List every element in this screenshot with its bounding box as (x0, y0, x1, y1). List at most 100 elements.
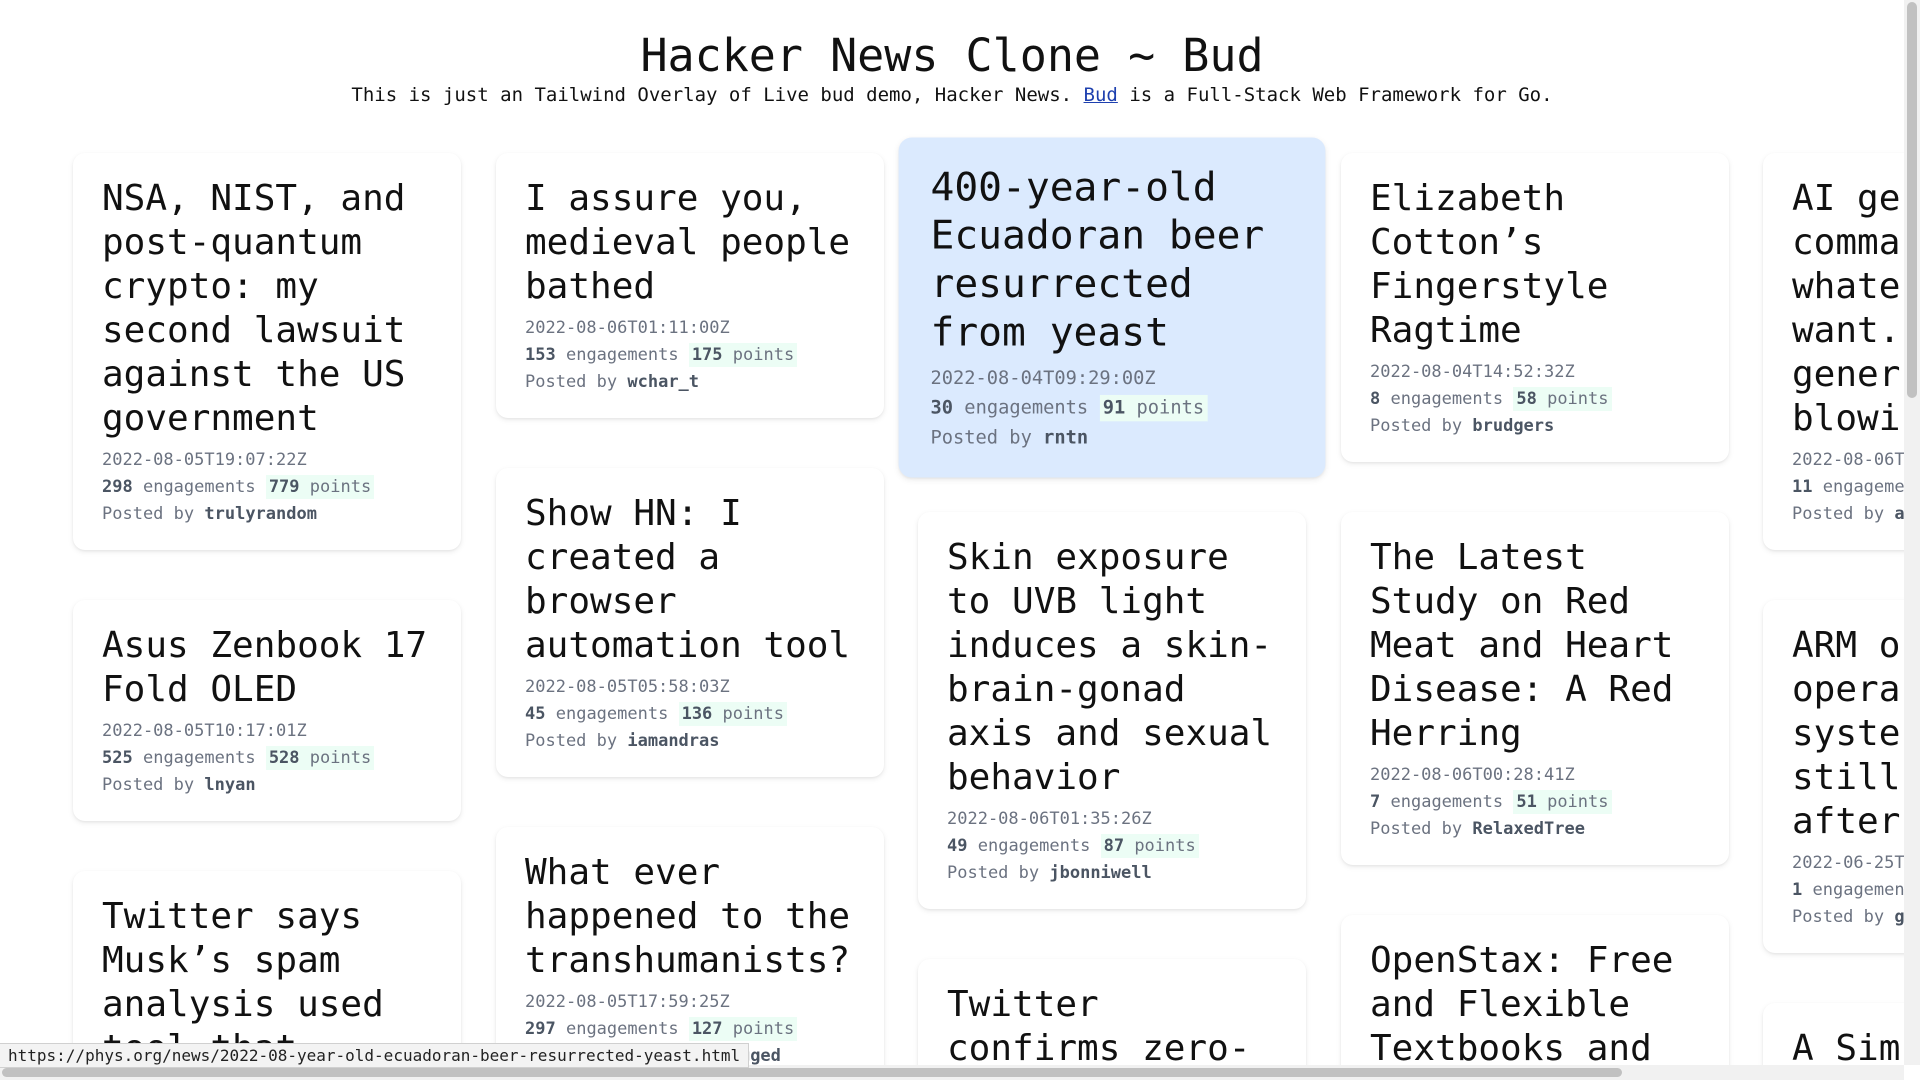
points-count: 87 (1103, 836, 1125, 856)
points-label: points (1134, 836, 1196, 856)
story-stats: 11 engagements (1792, 474, 1920, 501)
story-card[interactable]: The Latest Study on Red Meat and Heart D… (1341, 512, 1729, 865)
engagement-count: 525 (102, 748, 133, 768)
horizontal-scrollbar[interactable] (0, 1065, 1904, 1080)
status-bar: https://phys.org/news/2022-08-year-old-e… (0, 1043, 750, 1068)
story-date: 2022-08-06T01:11:00Z (525, 318, 730, 338)
story-card[interactable]: Show HN: I created a browser automation … (496, 468, 884, 777)
points-count: 58 (1516, 389, 1537, 409)
story-title[interactable]: 400-year-old Ecuadoran beer resurrected … (930, 165, 1265, 356)
story-title[interactable]: OpenStax: Free and Flexible Textbooks an… (1370, 940, 1674, 1069)
story-title[interactable]: NSA, NIST, and post-quantum crypto: my s… (102, 178, 406, 439)
points-label: points (1136, 397, 1205, 420)
story-stats: 7 engagements 51 points (1370, 789, 1700, 816)
points-chip: 87 points (1100, 834, 1199, 858)
points-chip: 779 points (265, 475, 375, 499)
scroll-thumb[interactable] (2, 1068, 1622, 1077)
points-count: 175 (691, 345, 723, 365)
posted-by-label: Posted by (1792, 907, 1885, 927)
engagement-label: engagements (977, 836, 1091, 856)
points-label: points (1547, 792, 1609, 812)
author-name: wchar_t (627, 372, 700, 392)
story-card[interactable]: Skin exposure to UVB light induces a ski… (918, 512, 1306, 909)
engagement-count: 49 (947, 836, 968, 856)
story-title[interactable]: Twitter says Musk’s spam analysis used t… (102, 896, 384, 1069)
engagement-label: engagements (555, 704, 669, 724)
card-column: AI ge comma whate want. gener blowi 2022-… (1763, 153, 1920, 1080)
author-name: lnyan (204, 775, 256, 795)
engagement-label: engagements (1812, 880, 1920, 900)
posted-by-label: Posted by (1792, 504, 1885, 524)
author-name: trulyrandom (204, 504, 317, 524)
story-card[interactable]: Asus Zenbook 17 Fold OLED 2022-08-05T10:1… (73, 600, 461, 821)
author-name: RelaxedTree (1472, 819, 1585, 839)
bud-link[interactable]: Bud (1083, 84, 1118, 106)
points-chip: 91 points (1099, 394, 1208, 422)
author-name: a (1894, 504, 1905, 524)
story-title[interactable]: AI ge comma whate want. gener blowi (1792, 178, 1901, 439)
story-title[interactable]: The Latest Study on Red Meat and Heart D… (1370, 537, 1674, 754)
story-title[interactable]: What ever happened to the transhumanists… (525, 852, 851, 981)
points-label: points (722, 704, 784, 724)
story-card[interactable]: Twitter confirms zero- (918, 959, 1306, 1080)
story-author: Posted by rntn (931, 424, 1294, 454)
story-title[interactable]: Show HN: I created a browser automation … (525, 493, 851, 666)
points-count: 91 (1102, 397, 1126, 420)
story-card[interactable]: I assure you, medieval people bathed 2022… (496, 153, 884, 418)
story-date: 2022-08-05T19:07:22Z (102, 450, 307, 470)
story-title[interactable]: Elizabeth Cotton’s Fingerstyle Ragtime (1370, 178, 1609, 351)
engagement-label: engagements (142, 477, 256, 497)
points-label: points (1547, 389, 1609, 409)
points-count: 528 (268, 748, 300, 768)
page-title: Hacker News Clone ~ Bud (640, 29, 1264, 82)
story-date: 2022-08-04T09:29:00Z (930, 367, 1156, 390)
author-name: brudgers (1472, 416, 1555, 436)
story-author: Posted by brudgers (1370, 413, 1700, 440)
story-title[interactable]: I assure you, medieval people bathed (525, 178, 851, 307)
story-title[interactable]: Asus Zenbook 17 Fold OLED (102, 625, 428, 710)
engagement-count: 153 (525, 345, 556, 365)
posted-by-label: Posted by (930, 426, 1032, 449)
story-stats: 8 engagements 58 points (1370, 386, 1700, 413)
story-date: 2022-08-06T01:35:26Z (947, 809, 1152, 829)
story-title[interactable]: Skin exposure to UVB light induces a ski… (947, 537, 1273, 798)
subtitle-text: This is just an Tailwind Overlay of Live… (351, 84, 1073, 106)
story-card[interactable]: AI ge comma whate want. gener blowi 2022-… (1763, 153, 1920, 550)
points-chip: 175 points (688, 343, 798, 367)
story-author: Posted by a (1792, 501, 1920, 528)
story-title[interactable]: ARM o opera syste still after (1792, 625, 1901, 842)
author-name: jbonniwell (1049, 863, 1152, 883)
story-stats: 1 engagements (1792, 877, 1920, 904)
points-chip: 51 points (1513, 790, 1612, 814)
card-column: NSA, NIST, and post-quantum crypto: my s… (73, 153, 461, 1080)
story-author: Posted by iamandras (525, 728, 855, 755)
points-count: 127 (691, 1019, 723, 1039)
story-author: Posted by trulyrandom (102, 501, 432, 528)
scroll-thumb[interactable] (1907, 2, 1917, 398)
story-card[interactable]: 400-year-old Ecuadoran beer resurrected … (898, 137, 1326, 478)
engagement-label: engagements (565, 345, 679, 365)
subtitle-text: is a Full-Stack Web Framework for Go. (1129, 84, 1553, 106)
vertical-scrollbar[interactable] (1904, 0, 1920, 1065)
story-date: 2022-08-05T05:58:03Z (525, 677, 730, 697)
story-stats: 298 engagements 779 points (102, 474, 432, 501)
story-stats: 297 engagements 127 points (525, 1016, 855, 1043)
engagement-label: engagements (1390, 389, 1504, 409)
engagement-label: engagements (964, 397, 1089, 420)
engagement-count: 298 (102, 477, 133, 497)
points-count: 51 (1516, 792, 1537, 812)
points-count: 136 (681, 704, 713, 724)
story-card[interactable]: ARM o opera syste still after 2022-06-25T… (1763, 600, 1920, 953)
points-chip: 58 points (1513, 387, 1612, 411)
story-card[interactable]: NSA, NIST, and post-quantum crypto: my s… (73, 153, 461, 550)
story-card[interactable]: OpenStax: Free and Flexible Textbooks an… (1341, 915, 1729, 1080)
posted-by-label: Posted by (102, 775, 195, 795)
posted-by-label: Posted by (1370, 416, 1463, 436)
story-title[interactable]: Twitter confirms zero- (947, 984, 1251, 1069)
story-stats: 525 engagements 528 points (102, 745, 432, 772)
story-card[interactable]: Elizabeth Cotton’s Fingerstyle Ragtime 20… (1341, 153, 1729, 462)
posted-by-label: Posted by (525, 731, 618, 751)
story-author: Posted by lnyan (102, 772, 432, 799)
